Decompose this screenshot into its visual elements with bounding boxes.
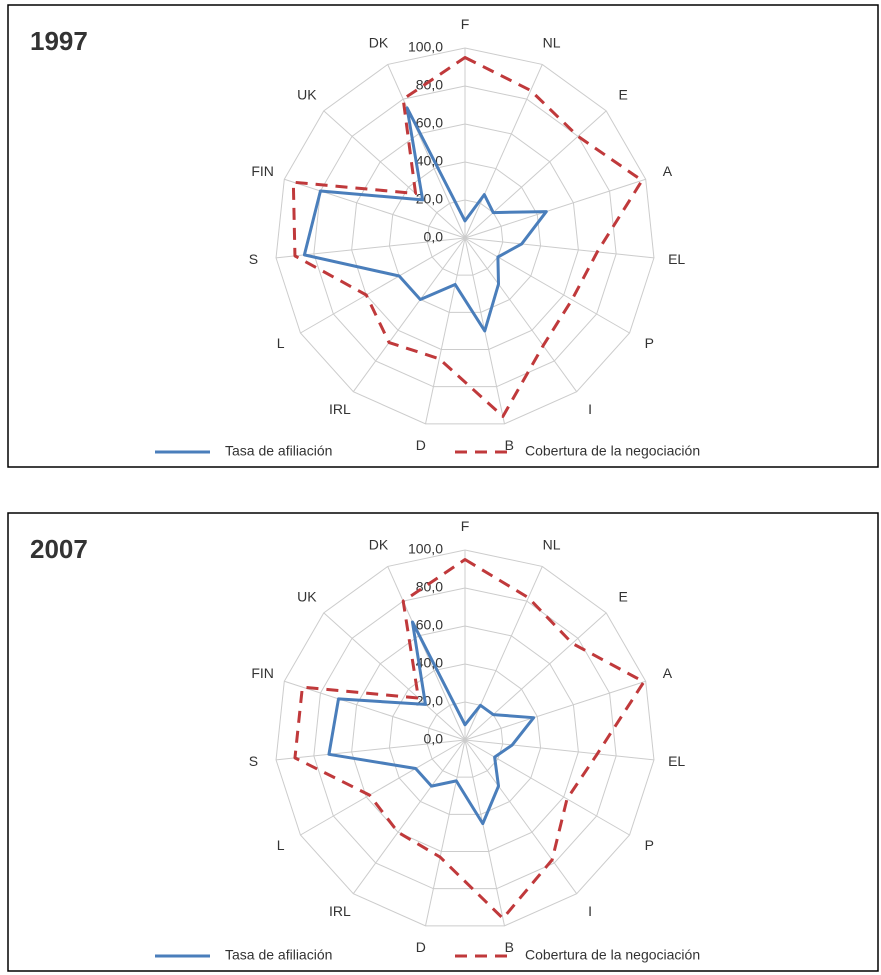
panel-frame [7,512,879,972]
spoke [464,237,578,393]
grid-ring [426,199,504,276]
spoke [284,680,466,741]
y-tick-label: 0,0 [424,229,444,245]
y-tick-label: 100,0 [408,39,443,55]
legend-label: Tasa de afiliación [225,947,332,963]
y-tick-label: 20,0 [416,693,443,709]
spoke [464,612,607,741]
y-tick-label: 60,0 [416,617,443,633]
y-tick-label: 40,0 [416,153,443,169]
category-label: D [416,437,426,453]
spoke [464,739,655,761]
chart-title: 1997 [30,26,88,56]
category-label: DK [369,536,389,552]
category-label: B [505,437,514,453]
y-tick-label: 0,0 [424,731,444,747]
category-label: UK [297,86,317,102]
category-label: EL [668,753,685,769]
spoke [464,110,607,239]
panel-frame [7,4,879,468]
category-label: E [618,86,627,102]
legend-label: Tasa de afiliación [225,443,332,459]
category-label: S [249,753,258,769]
legend-label: Cobertura de la negociación [525,947,700,963]
spoke [425,739,466,926]
spoke [464,64,543,239]
spoke [323,110,466,239]
category-label: F [461,518,470,534]
category-label: NL [543,34,561,50]
spoke [464,566,543,741]
category-label: NL [543,536,561,552]
category-label: B [505,939,514,955]
category-label: A [663,163,673,179]
grid-ring [313,587,617,890]
series-line [302,106,548,333]
category-label: L [277,837,285,853]
legend-label: Cobertura de la negociación [525,443,700,459]
category-label: IRL [329,401,351,417]
spoke [300,237,466,334]
grid-ring [275,549,655,927]
category-label: EL [668,251,685,267]
y-tick-label: 100,0 [408,541,443,557]
category-label: S [249,251,258,267]
series-line [327,620,536,826]
y-tick-label: 80,0 [416,579,443,595]
spoke [352,739,466,895]
grid-ring [388,161,542,313]
y-tick-label: 80,0 [416,77,443,93]
spoke [464,680,646,741]
spoke [464,739,578,895]
spoke [464,237,655,259]
grid-ring [275,47,655,425]
category-label: UK [297,588,317,604]
category-label: FIN [251,163,274,179]
category-label: DK [369,34,389,50]
category-label: P [645,335,654,351]
spoke [464,739,630,836]
grid-ring [313,85,617,388]
spoke [387,566,466,741]
series-line [293,558,646,920]
grid-ring [426,701,504,778]
category-label: A [663,665,673,681]
spoke [275,739,466,761]
spoke [300,739,466,836]
spoke [464,237,630,334]
spoke [323,612,466,741]
category-label: L [277,335,285,351]
category-label: FIN [251,665,274,681]
category-label: P [645,837,654,853]
spoke [425,237,466,424]
category-label: D [416,939,426,955]
category-label: I [588,401,592,417]
spoke [352,237,466,393]
category-label: I [588,903,592,919]
spoke [464,739,505,926]
category-label: E [618,588,627,604]
spoke [284,178,466,239]
y-tick-label: 60,0 [416,115,443,131]
grid-ring [351,625,579,853]
chart-title: 2007 [30,534,88,564]
spoke [464,178,646,239]
category-label: IRL [329,903,351,919]
grid-ring [351,123,579,351]
spoke [387,64,466,239]
category-label: F [461,16,470,32]
